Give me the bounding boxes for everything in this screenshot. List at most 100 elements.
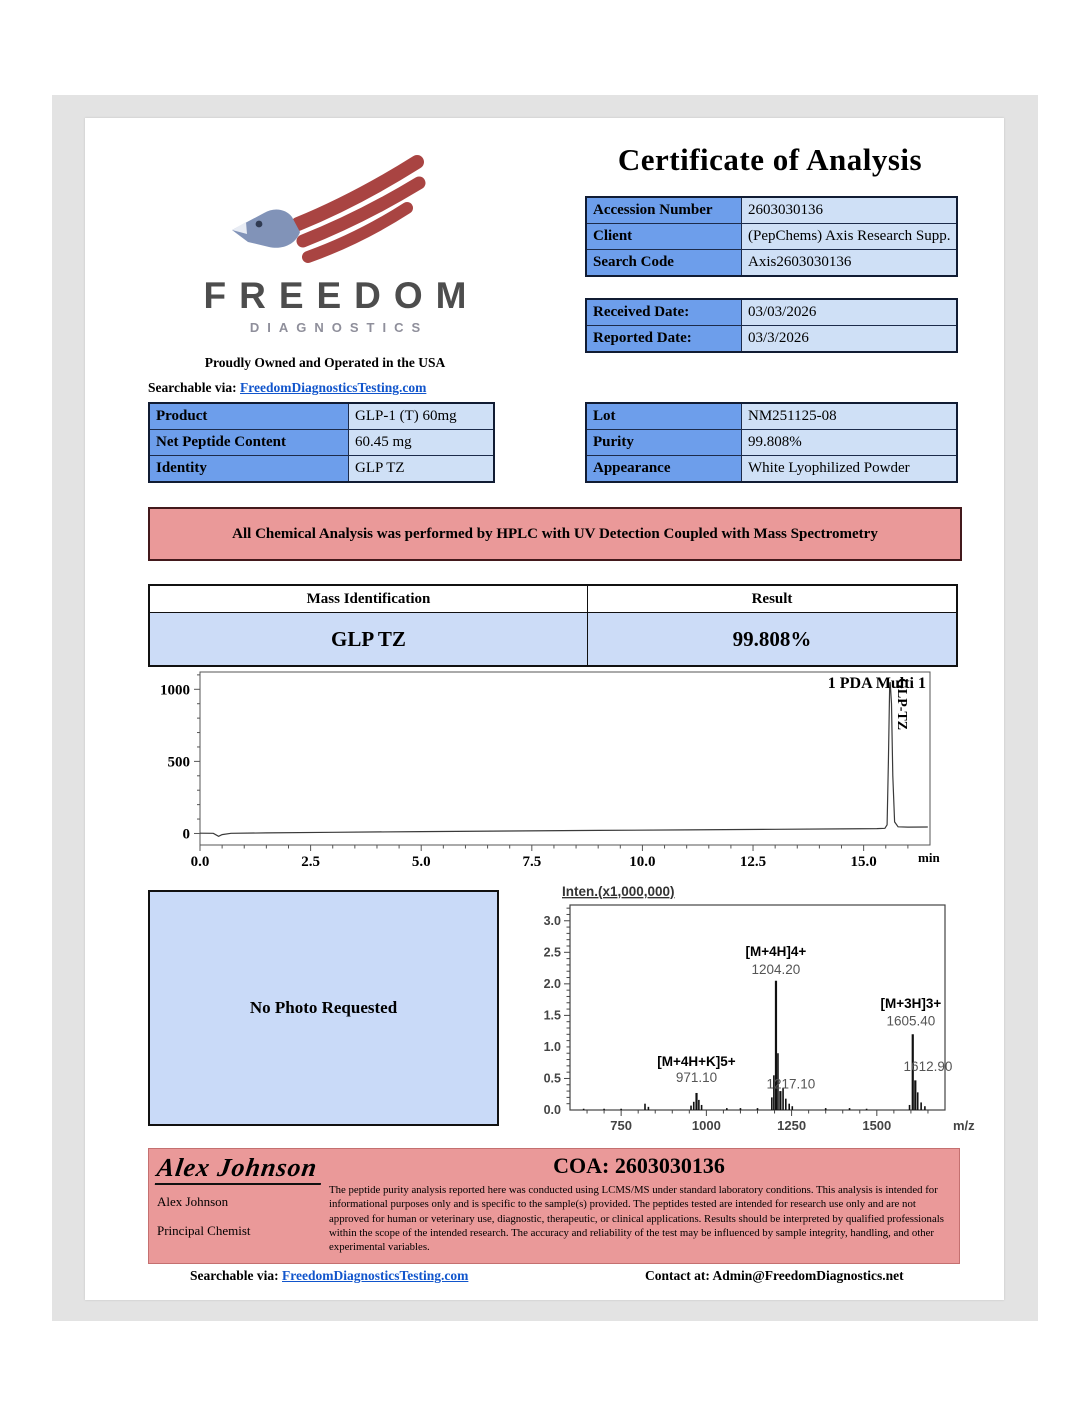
identity-value: GLP TZ	[348, 455, 495, 483]
purity-value: 99.808%	[741, 429, 958, 456]
table-row: Lot NM251125-08	[585, 402, 958, 430]
svg-text:12.5: 12.5	[740, 854, 766, 870]
table-row: Product GLP-1 (T) 60mg	[148, 402, 495, 430]
svg-text:500: 500	[168, 754, 191, 770]
signature-script: Alex Johnson	[154, 1153, 326, 1185]
appearance-value: White Lyophilized Powder	[741, 455, 958, 483]
svg-text:15.0: 15.0	[851, 854, 877, 870]
svg-text:1250: 1250	[777, 1118, 806, 1133]
product-label: Product	[148, 402, 349, 430]
svg-text:1 PDA Multi 1: 1 PDA Multi 1	[828, 675, 926, 692]
client-label: Client	[585, 223, 742, 250]
lot-table: Lot NM251125-08 Purity 99.808% Appearance W…	[585, 402, 958, 483]
svg-text:1.0: 1.0	[544, 1040, 561, 1054]
svg-text:[M+4H+K]5+: [M+4H+K]5+	[657, 1054, 736, 1069]
svg-text:[M+4H]4+: [M+4H]4+	[746, 944, 807, 959]
svg-text:5.0: 5.0	[412, 854, 431, 870]
table-row: Accession Number 2603030136	[585, 196, 958, 224]
reported-date-label: Reported Date:	[585, 325, 742, 353]
svg-text:10.0: 10.0	[629, 854, 655, 870]
svg-text:971.10: 971.10	[676, 1070, 717, 1085]
svg-text:1500: 1500	[862, 1118, 891, 1133]
svg-text:1605.40: 1605.40	[887, 1013, 936, 1028]
svg-text:[M+3H]3+: [M+3H]3+	[881, 996, 942, 1011]
search-code-value: Axis2603030136	[741, 249, 958, 277]
svg-text:1204.20: 1204.20	[752, 962, 801, 977]
table-row: Received Date: 03/03/2026	[585, 298, 958, 326]
svg-text:0.0: 0.0	[544, 1103, 561, 1117]
footer-searchable-link[interactable]: FreedomDiagnosticsTesting.com	[282, 1268, 469, 1283]
table-row: Client (PepChems) Axis Research Supp.	[585, 223, 958, 250]
identity-label: Identity	[148, 455, 349, 483]
eagle-logo-icon	[232, 155, 426, 263]
svg-text:750: 750	[610, 1118, 632, 1133]
reported-date-value: 03/3/2026	[741, 325, 958, 353]
hplc-chromatogram-chart: 0.0 2.5 5.0 7.5 10.0 12.5 15.0 min 0 500 1000 1 PDA…	[160, 671, 940, 870]
table-row: Mass Identification Result	[148, 584, 958, 613]
svg-text:1.5: 1.5	[544, 1008, 561, 1022]
svg-text:m/z: m/z	[953, 1118, 975, 1133]
svg-text:GLP-TZ: GLP-TZ	[894, 678, 909, 730]
svg-text:1000: 1000	[692, 1118, 721, 1133]
svg-text:min: min	[918, 850, 940, 865]
disclaimer-text: The peptide purity analysis reported her…	[329, 1184, 944, 1254]
logo-brand-text: FREEDOM	[203, 275, 480, 316]
mass-identification-table: Mass Identification Result GLP TZ 99.808…	[148, 584, 958, 667]
coa-disclaimer-block: COA: 2603030136 The peptide purity analy…	[329, 1149, 959, 1263]
method-banner: All Chemical Analysis was performed by H…	[148, 507, 962, 561]
svg-text:Inten.(x1,000,000): Inten.(x1,000,000)	[562, 884, 675, 899]
footer-contact: Contact at: Admin@FreedomDiagnostics.net	[645, 1268, 904, 1283]
svg-text:0.5: 0.5	[544, 1071, 561, 1085]
usa-tagline: Proudly Owned and Operated in the USA	[204, 355, 446, 370]
lot-value: NM251125-08	[741, 402, 958, 430]
received-date-value: 03/03/2026	[741, 298, 958, 326]
signature-panel: Alex Johnson Alex Johnson Principal Chem…	[148, 1148, 960, 1264]
product-value: GLP-1 (T) 60mg	[348, 402, 495, 430]
svg-text:2.5: 2.5	[301, 854, 320, 870]
table-row: GLP TZ 99.808%	[148, 612, 958, 667]
accession-number-label: Accession Number	[585, 196, 742, 224]
signer-name: Alex Johnson	[157, 1194, 229, 1209]
svg-text:0: 0	[183, 826, 191, 842]
document-page: Certificate of Analysis FREEDOM DIAGNOST…	[85, 118, 1004, 1300]
coa-number-heading: COA: 2603030136	[553, 1153, 725, 1178]
svg-text:0.0: 0.0	[191, 854, 210, 870]
appearance-label: Appearance	[585, 455, 742, 483]
svg-text:7.5: 7.5	[522, 854, 541, 870]
net-peptide-content-label: Net Peptide Content	[148, 429, 349, 456]
net-peptide-content-value: 60.45 mg	[348, 429, 495, 456]
search-code-label: Search Code	[585, 249, 742, 277]
lot-label: Lot	[585, 402, 742, 430]
footer-searchable-label: Searchable via:	[190, 1268, 279, 1283]
table-row: Reported Date: 03/3/2026	[585, 325, 958, 353]
table-row: Purity 99.808%	[585, 429, 958, 456]
result-value: 99.808%	[587, 612, 958, 667]
accession-table: Accession Number 2603030136 Client (PepChe…	[585, 196, 958, 277]
mass-spectrum-chart: Inten.(x1,000,000) 0.0 0.5 1.0 1.5 2.0 2.5 3.0 7…	[544, 884, 976, 1133]
purity-label: Purity	[585, 429, 742, 456]
mass-identification-value: GLP TZ	[148, 612, 588, 667]
table-row: Identity GLP TZ	[148, 455, 495, 483]
svg-text:1000: 1000	[160, 682, 190, 698]
svg-text:1612.90: 1612.90	[904, 1059, 953, 1074]
page-title: Certificate of Analysis	[617, 142, 923, 177]
company-logo: FREEDOM DIAGNOSTICS	[175, 154, 495, 335]
dates-table: Received Date: 03/03/2026 Reported Date: 0…	[585, 298, 958, 353]
signer-role: Principal Chemist	[157, 1223, 251, 1238]
svg-text:3.0: 3.0	[544, 914, 561, 928]
footer-searchable: Searchable via: FreedomDiagnosticsTestin…	[190, 1268, 468, 1284]
signature-block: Alex Johnson Alex Johnson Principal Chem…	[149, 1149, 329, 1263]
table-row: Appearance White Lyophilized Powder	[585, 455, 958, 483]
received-date-label: Received Date:	[585, 298, 742, 326]
table-row: Search Code Axis2603030136	[585, 249, 958, 277]
searchable-line: Searchable via: FreedomDiagnosticsTestin…	[148, 380, 426, 396]
svg-text:1217.10: 1217.10	[767, 1077, 816, 1092]
product-table: Product GLP-1 (T) 60mg Net Peptide Conten…	[148, 402, 495, 483]
svg-text:2.0: 2.0	[544, 977, 561, 991]
searchable-link[interactable]: FreedomDiagnosticsTesting.com	[240, 380, 427, 395]
accession-number-value: 2603030136	[741, 196, 958, 224]
mass-identification-header: Mass Identification	[148, 584, 588, 613]
svg-text:2.5: 2.5	[544, 945, 561, 959]
table-row: Net Peptide Content 60.45 mg	[148, 429, 495, 456]
